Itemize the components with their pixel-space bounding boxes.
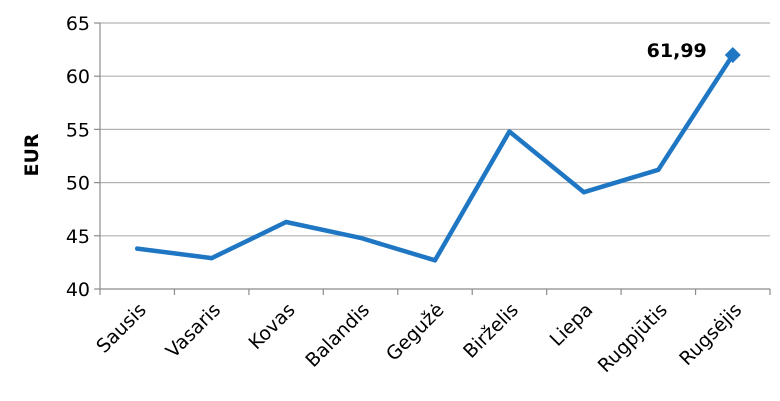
y-tick-label: 60	[66, 66, 90, 88]
data-point	[581, 189, 587, 195]
series-line	[134, 52, 736, 263]
data-point	[507, 129, 512, 134]
data-point	[432, 258, 438, 263]
x-tick-label: Gegužė	[382, 299, 449, 366]
data-label-max: 61,99	[647, 40, 707, 62]
x-tick-label: Liepa	[546, 299, 598, 351]
annotation-layer: 61,99	[647, 40, 707, 62]
x-tick-label: Birželis	[459, 299, 523, 363]
x-tick-label: Rugsėjis	[675, 299, 746, 370]
x-tick-label: Vasaris	[162, 299, 225, 362]
x-tick-label: Kovas	[245, 299, 300, 354]
data-point	[209, 255, 214, 261]
y-tick-label: 45	[66, 226, 90, 248]
data-point	[283, 219, 289, 225]
grid-lines	[100, 22, 770, 237]
y-tick-label: 50	[66, 173, 90, 195]
y-axis-title: EUR	[21, 133, 43, 176]
x-tick-label: Balandis	[301, 299, 374, 372]
series-layer	[134, 47, 741, 263]
data-point	[656, 167, 661, 173]
y-tick-label: 55	[66, 119, 90, 141]
x-tick-labels: Sausis Vasaris Kovas Balandis Gegužė Birželis…	[92, 299, 746, 377]
data-point	[135, 246, 140, 251]
x-tick-label: Sausis	[92, 299, 151, 358]
data-point-marker	[724, 47, 741, 64]
y-tick-label: 40	[66, 279, 90, 301]
y-tick-labels: 40 45 50 55 60 65	[66, 13, 90, 301]
y-tick-label: 65	[66, 13, 90, 35]
axes	[94, 22, 771, 295]
data-point	[358, 235, 363, 241]
x-tick-label: Rugpjūtis	[594, 299, 672, 377]
